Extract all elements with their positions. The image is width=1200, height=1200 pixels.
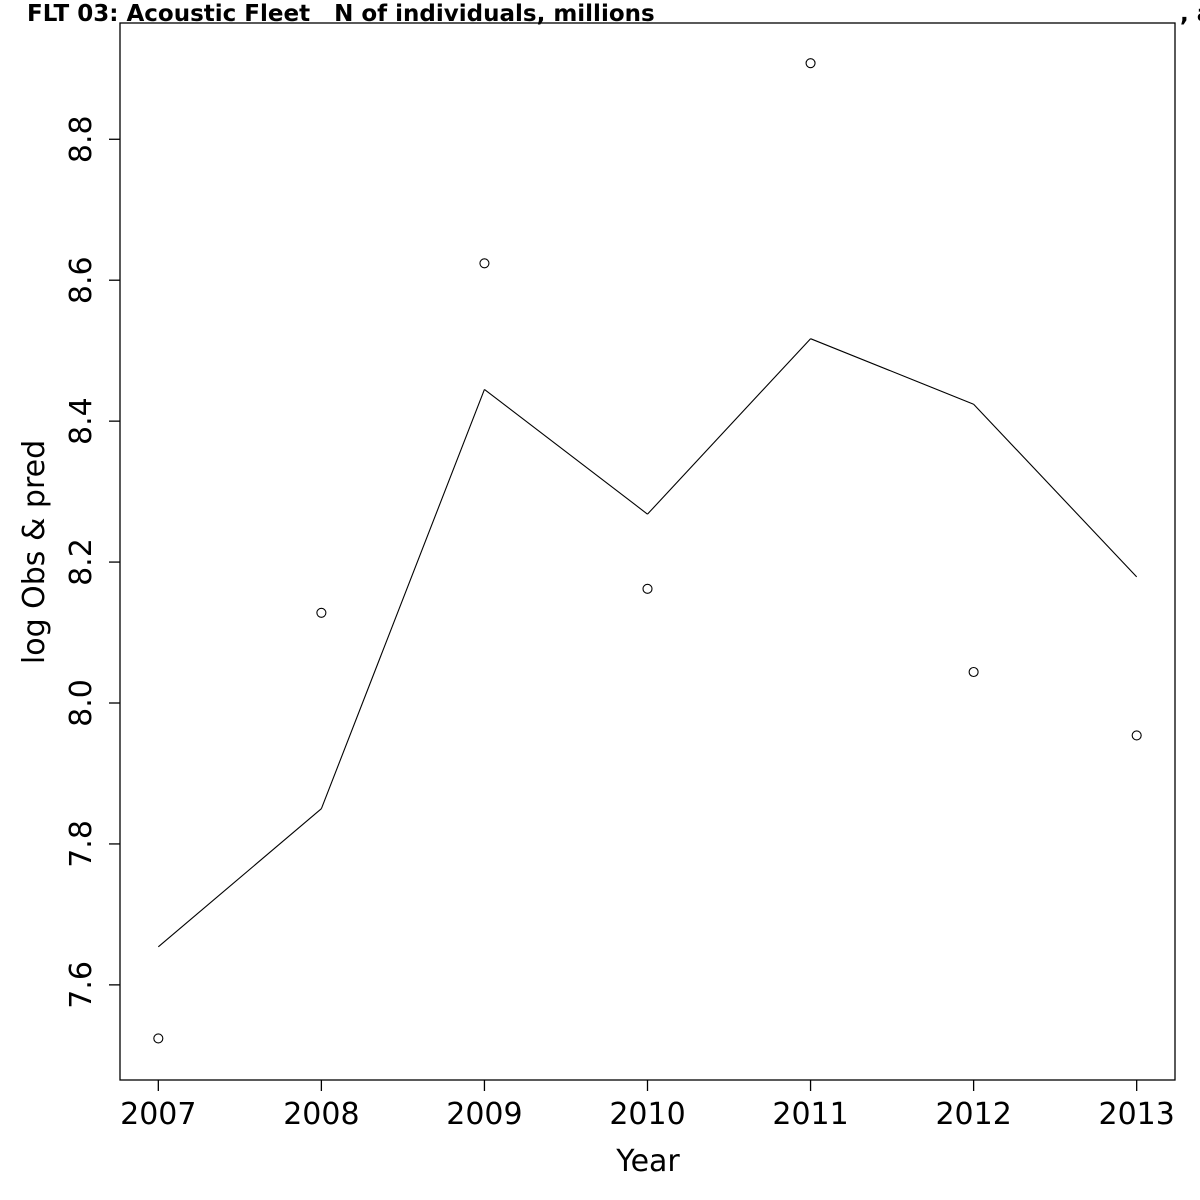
x-tick-label: 2007 [120, 1097, 196, 1132]
observed-point [642, 583, 653, 594]
observed-point [153, 1033, 164, 1044]
plot-frame [119, 22, 1176, 1081]
predicted-line-segment [647, 338, 811, 515]
y-axis-label: log Obs & pred [17, 440, 52, 664]
x-tick-label: 2013 [1099, 1097, 1175, 1132]
predicted-line-segment [320, 389, 485, 809]
observed-point [316, 607, 327, 618]
observed-point [479, 258, 490, 269]
predicted-line-segment [484, 388, 648, 515]
predicted-line-segment [810, 338, 974, 405]
observed-point [1131, 730, 1142, 741]
predicted-line-segment [157, 808, 322, 948]
x-tick-label: 2009 [446, 1097, 522, 1132]
x-axis-label: Year [615, 1144, 680, 1179]
observed-point [805, 58, 816, 69]
y-tick-label: 7.6 [64, 961, 99, 1009]
y-tick-label: 8.8 [64, 115, 99, 163]
y-tick-label: 7.8 [64, 820, 99, 868]
chart-title-suffix: , a [1180, 1, 1200, 27]
y-tick-label: 8.4 [64, 397, 99, 445]
y-tick-label: 8.2 [64, 538, 99, 586]
observed-point [968, 666, 979, 678]
x-tick-label: 2010 [609, 1097, 685, 1132]
x-tick-label: 2012 [935, 1097, 1011, 1132]
x-tick-label: 2008 [283, 1097, 359, 1132]
y-axis: 7.6 7.8 8.0 8.2 8.4 8.6 8.8 [64, 115, 120, 1009]
predicted-line-segment [973, 403, 1138, 578]
plot-area [153, 58, 1142, 1044]
y-tick-label: 8.6 [64, 256, 99, 304]
x-axis: 2007 2008 2009 2010 2011 2012 2013 [120, 1080, 1175, 1132]
x-tick-label: 2011 [772, 1097, 848, 1132]
y-tick-label: 8.0 [64, 679, 99, 727]
